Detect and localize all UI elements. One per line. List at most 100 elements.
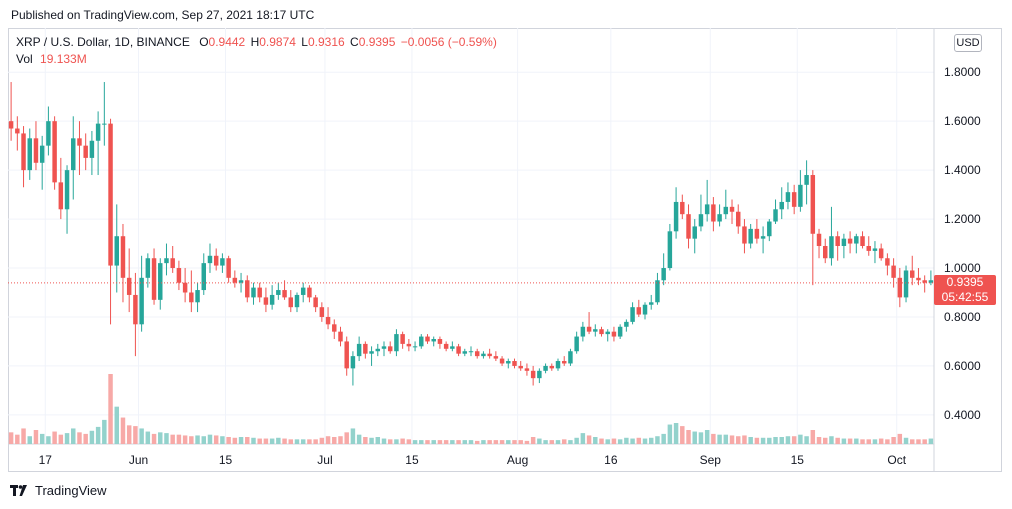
volume-bar [642, 438, 648, 444]
candle-up [655, 280, 660, 303]
time-tick-label: Sep [700, 453, 722, 467]
candle-up [555, 361, 561, 369]
candle-down [170, 258, 175, 269]
close-label: C [350, 35, 359, 49]
last-price-value: 0.9395 [946, 274, 984, 289]
volume-bar [425, 440, 430, 444]
volume-bar [226, 437, 231, 444]
volume-bar [823, 437, 828, 444]
time-axis[interactable]: 17 Jun 15 Jul 15 Aug 16 Sep 15 Oct [39, 453, 907, 467]
volume-bar [568, 440, 573, 444]
volume-bar [630, 438, 635, 444]
candle-down [21, 133, 26, 171]
candle-up [617, 326, 623, 337]
volume-bar [574, 437, 579, 444]
candle-up [300, 287, 306, 295]
candle-down [226, 258, 231, 278]
volume-bar [599, 438, 604, 444]
volume-bar [481, 440, 486, 444]
bar-countdown: 05:42:55 [941, 289, 989, 304]
price-axis[interactable]: 1.8000 1.6000 1.4000 1.2000 1.0000 0.8000 0.60… [944, 65, 981, 422]
symbol-legend: XRP / U.S. Dollar, 1D, BINANCE O0.9442 H… [16, 35, 497, 49]
volume-bar [238, 437, 244, 444]
volume-bar [338, 436, 343, 444]
volume-bar [356, 434, 362, 444]
candle-down [823, 246, 828, 259]
volume-bar [468, 440, 474, 444]
candle-up [39, 145, 45, 163]
candle-down [847, 238, 853, 244]
volume-bar [400, 438, 405, 444]
candle-up [928, 280, 934, 283]
volume-bar [412, 440, 418, 444]
candlestick-chart[interactable]: 1.8000 1.6000 1.4000 1.2000 1.0000 0.8000 0.60… [8, 28, 1002, 472]
candle-down [860, 236, 865, 246]
candle-up [369, 351, 374, 354]
candle-up [27, 138, 32, 171]
volume-bar [673, 423, 679, 444]
candle-down [754, 228, 760, 239]
price-tick-label: 1.4000 [944, 163, 981, 177]
volume-bar [524, 440, 530, 444]
volume-bar [760, 437, 766, 444]
footer-brand-text: TradingView [35, 483, 107, 498]
candle-up [71, 138, 76, 171]
candle-down [313, 297, 318, 308]
volume-value: 19.133M [40, 52, 87, 66]
volume-bar [636, 437, 642, 444]
candle-up [648, 302, 654, 305]
volume-bar [83, 433, 88, 444]
volume-bar [860, 439, 865, 444]
candle-down [686, 214, 691, 239]
volume-bar [593, 437, 598, 444]
footer-brand[interactable]: TradingView [10, 483, 107, 498]
candle-up [356, 343, 362, 357]
volume-bar [21, 428, 26, 444]
open-value: 0.9442 [208, 35, 246, 49]
volume-bar [655, 436, 660, 444]
candle-up [785, 192, 791, 202]
volume-bar [878, 438, 884, 444]
candle-down [126, 277, 132, 295]
volume-bar [164, 433, 169, 444]
volume-bar [288, 439, 294, 444]
volume-bar [872, 439, 878, 444]
volume-bar [102, 419, 107, 444]
candle-up [704, 204, 710, 215]
candle-down [33, 138, 39, 163]
candle-up [692, 226, 697, 239]
candle-up [854, 236, 859, 244]
candle-up [412, 346, 418, 348]
candle-up [630, 307, 635, 322]
candle-down [151, 258, 157, 300]
volume-bar [300, 439, 306, 444]
volume-bar [891, 437, 896, 444]
candle-down [910, 270, 915, 278]
candle-up [642, 304, 648, 315]
candle-down [400, 334, 405, 344]
volume-bar [213, 435, 219, 444]
candle-up [661, 268, 666, 281]
volume-bar [245, 437, 250, 444]
volume-bar [530, 437, 536, 444]
volume-bar [586, 435, 592, 444]
volume-bar [518, 440, 523, 444]
currency-button[interactable]: USD [954, 34, 982, 52]
candle-down [307, 287, 312, 298]
candle-down [493, 356, 499, 359]
time-tick-label: 15 [791, 453, 805, 467]
candle-down [213, 255, 219, 266]
high-label: H [250, 35, 260, 49]
candle-up [294, 294, 300, 308]
candle-up [798, 184, 803, 207]
volume-bars [8, 374, 934, 444]
volume-bar [729, 435, 735, 444]
candle-up [46, 121, 51, 146]
volume-bar [220, 436, 225, 444]
candle-down [332, 324, 337, 332]
volume-bar [437, 440, 443, 444]
volume-bar [711, 433, 716, 444]
candle-up [394, 334, 399, 352]
candle-down [120, 236, 126, 278]
volume-bar [450, 440, 455, 444]
